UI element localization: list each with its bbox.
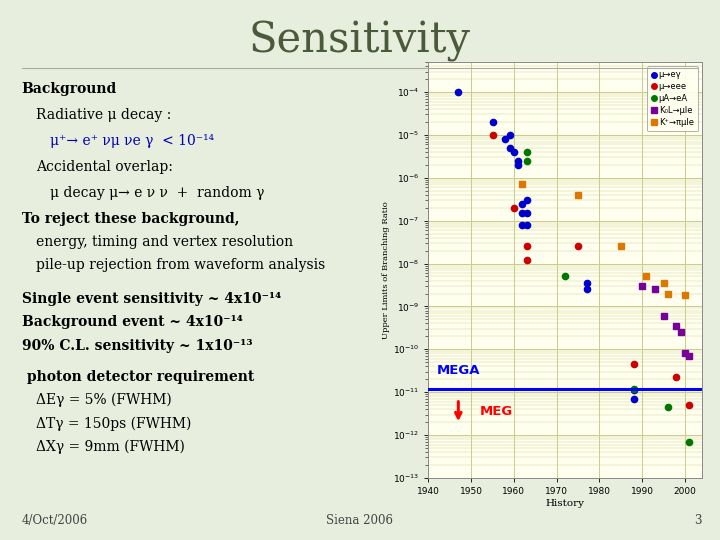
Text: Radiative μ decay :: Radiative μ decay : xyxy=(36,108,171,122)
Text: ΔEγ = 5% (FWHM): ΔEγ = 5% (FWHM) xyxy=(36,393,172,407)
Text: Background: Background xyxy=(22,82,117,96)
Text: μ⁺→ e⁺ νμ νe γ  < 10⁻¹⁴: μ⁺→ e⁺ νμ νe γ < 10⁻¹⁴ xyxy=(50,134,215,148)
Text: 3: 3 xyxy=(695,514,702,527)
Text: Accidental overlap:: Accidental overlap: xyxy=(36,160,173,174)
Text: MEGA: MEGA xyxy=(437,364,480,377)
Text: To reject these background,: To reject these background, xyxy=(22,212,239,226)
Text: energy, timing and vertex resolution: energy, timing and vertex resolution xyxy=(36,235,293,249)
Text: μ decay μ→ e ν ν  +  random γ: μ decay μ→ e ν ν + random γ xyxy=(50,186,265,200)
Text: photon detector requirement: photon detector requirement xyxy=(22,370,254,384)
X-axis label: History: History xyxy=(546,499,585,508)
Text: 4/Oct/2006: 4/Oct/2006 xyxy=(22,514,88,527)
Text: Sensitivity: Sensitivity xyxy=(249,19,471,62)
Text: Single event sensitivity ~ 4x10⁻¹⁴: Single event sensitivity ~ 4x10⁻¹⁴ xyxy=(22,292,281,306)
Text: 90% C.L. sensitivity ~ 1x10⁻¹³: 90% C.L. sensitivity ~ 1x10⁻¹³ xyxy=(22,339,252,353)
Text: pile-up rejection from waveform analysis: pile-up rejection from waveform analysis xyxy=(36,258,325,272)
Text: Background event ~ 4x10⁻¹⁴: Background event ~ 4x10⁻¹⁴ xyxy=(22,315,243,329)
Text: MEG: MEG xyxy=(480,405,513,418)
Legend: μ→eγ, μ→eee, μA→eA, K₀L→μle, K⁺→πμle: μ→eγ, μ→eee, μA→eA, K₀L→μle, K⁺→πμle xyxy=(647,66,698,131)
Text: ΔTγ = 150ps (FWHM): ΔTγ = 150ps (FWHM) xyxy=(36,416,192,431)
Text: ΔXγ = 9mm (FWHM): ΔXγ = 9mm (FWHM) xyxy=(36,440,185,454)
Text: Siena 2006: Siena 2006 xyxy=(326,514,394,527)
Y-axis label: Upper Limits of Branching Ratio: Upper Limits of Branching Ratio xyxy=(382,201,390,339)
